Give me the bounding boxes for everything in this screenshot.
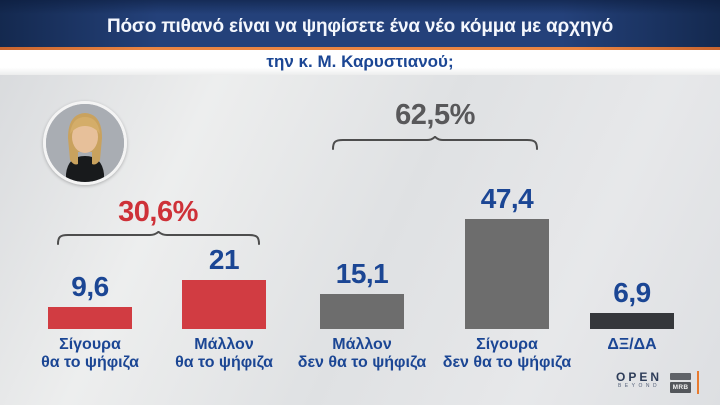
- group-percent-left: 30,6%: [118, 196, 198, 228]
- open-channel-logo: OPEN BEYOND: [613, 371, 665, 389]
- bar: [182, 280, 266, 329]
- mrb-pollster-logo: MRB: [670, 373, 691, 393]
- bar-column: 21 Μάλλον θα το ψήφιζα: [154, 170, 294, 405]
- bar-value: 15,1: [335, 258, 389, 289]
- bar-value: 47,4: [480, 183, 534, 214]
- open-logo-text: OPEN: [615, 370, 662, 384]
- bar-value: 21: [208, 244, 240, 275]
- header-divider: [0, 47, 720, 50]
- page-title: Πόσο πιθανό είναι να ψηφίσετε ένα νέο κό…: [106, 15, 614, 37]
- header-bar: Πόσο πιθανό είναι να ψηφίσετε ένα νέο κό…: [0, 0, 720, 47]
- person-photo: [43, 101, 127, 185]
- bar-value: 9,6: [71, 271, 109, 302]
- subheader-bar: την κ. Μ. Καρυστιανού;: [0, 50, 720, 75]
- bar-column: 15,1 Μάλλον δεν θα το ψήφιζα: [292, 170, 432, 405]
- bar-category-label: Μάλλον θα το ψήφιζα: [175, 336, 273, 371]
- bracket-left-icon: [57, 231, 260, 245]
- bracket-right-icon: [332, 136, 538, 150]
- bar-value: 6,9: [613, 277, 651, 308]
- bar-column: 47,4 Σίγουρα δεν θα το ψήφιζα: [437, 170, 577, 405]
- bar-column: 9,6 Σίγουρα θα το ψήφιζα: [20, 170, 160, 405]
- bar-category-label: Σίγουρα δεν θα το ψήφιζα: [442, 336, 572, 371]
- mrb-logo-text: MRB: [670, 382, 691, 393]
- group-percent-right: 62,5%: [395, 99, 475, 131]
- mrb-logo-bar: [670, 373, 691, 380]
- open-logo-tagline: BEYOND: [617, 383, 661, 389]
- bar: [465, 219, 549, 329]
- bar-category-label: Σίγουρα θα το ψήφιζα: [41, 336, 139, 371]
- person-silhouette-icon: [46, 104, 124, 182]
- bar-column: 6,9 ΔΞ/ΔΑ: [562, 170, 702, 405]
- page-subtitle: την κ. Μ. Καρυστιανού;: [266, 51, 454, 71]
- bar: [48, 307, 132, 329]
- bar: [320, 294, 404, 329]
- bar: [590, 313, 674, 329]
- bar-category-label: ΔΞ/ΔΑ: [607, 336, 657, 353]
- bar-category-label: Μάλλον δεν θα το ψήφιζα: [297, 336, 427, 371]
- footer-orange-divider: [697, 371, 699, 394]
